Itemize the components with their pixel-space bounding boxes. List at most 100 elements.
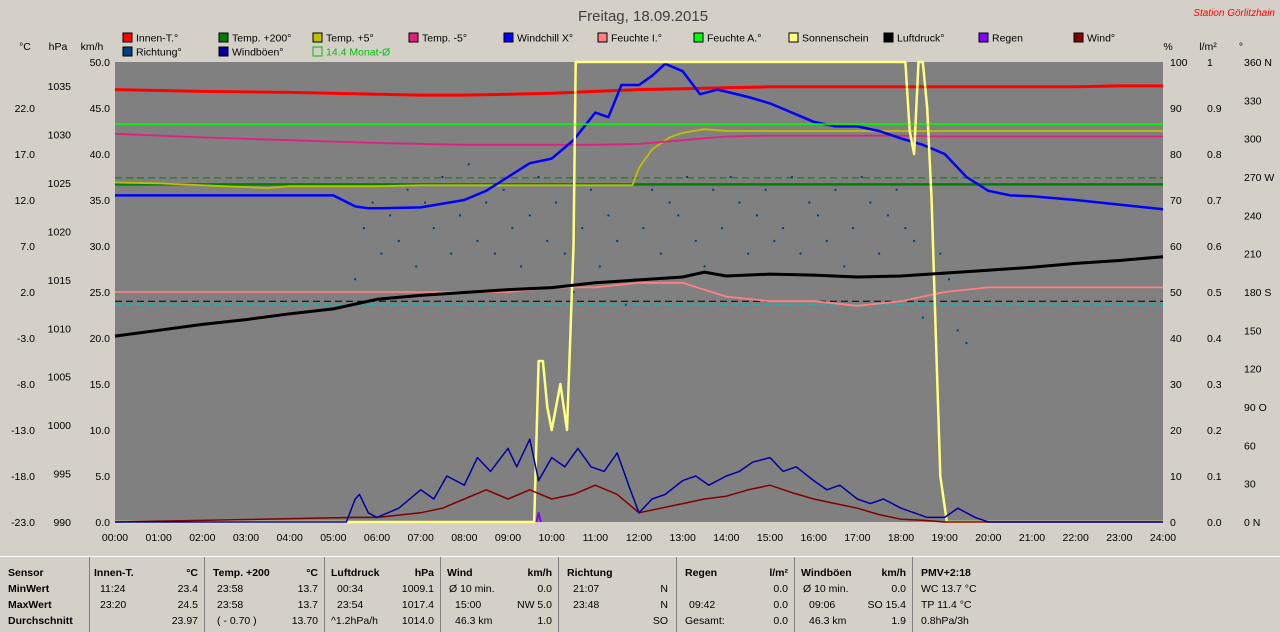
legend-label: Richtung°	[136, 47, 182, 59]
legend-label: Temp. +5°	[326, 33, 374, 45]
tick-label-direction: 210	[1244, 249, 1262, 261]
tick-label-time: 15:00	[757, 532, 783, 544]
direction-point	[712, 188, 715, 191]
direction-point	[668, 201, 671, 204]
direction-point	[703, 265, 706, 268]
direction-point	[371, 201, 374, 204]
tick-label-direction: 360 N	[1244, 57, 1272, 69]
legend-label: Feuchte A.°	[707, 33, 761, 45]
direction-point	[886, 214, 889, 217]
direction-point	[755, 214, 758, 217]
tick-label-direction: 30	[1244, 479, 1256, 491]
direction-point	[397, 239, 400, 242]
tick-label-temp: -8.0	[17, 379, 35, 391]
tick-label-direction: 180 S	[1244, 287, 1271, 299]
stats-sensor-title: Sensor	[8, 567, 44, 579]
tick-label-humidity: 70	[1170, 195, 1182, 207]
legend-label: Regen	[992, 33, 1023, 45]
direction-point	[450, 252, 453, 255]
stats-innen-avg-value: 23.97	[171, 615, 198, 627]
series-line	[115, 60, 1163, 524]
tick-label-humidity: 100	[1170, 57, 1188, 69]
stats-innen-unit: °C	[186, 567, 198, 579]
stats-windboeen-min-time: Ø 10 min.	[803, 583, 849, 595]
tick-label-time: 19:00	[932, 532, 958, 544]
tick-label-time: 07:00	[408, 532, 434, 544]
stats-temp200-title: Temp. +200	[213, 567, 270, 579]
tick-label-time: 16:00	[801, 532, 827, 544]
tick-label-time: 23:00	[1106, 532, 1132, 544]
tick-label-wind: 50.0	[90, 57, 111, 69]
direction-point	[520, 265, 523, 268]
legend-swatch	[597, 32, 608, 43]
stats-temp200-min-time: 23:58	[217, 583, 244, 595]
direction-point	[659, 252, 662, 255]
stats-innen: Innen-T. °C 11:24 23.4 23:20 24.5 23.97	[90, 557, 205, 632]
direction-point	[843, 265, 846, 268]
direction-point	[834, 188, 837, 191]
tick-label-pressure: 1020	[48, 226, 72, 238]
stats-windboeen: Windböen km/h Ø 10 min. 0.0 09:06 SO 15.4 4…	[795, 557, 913, 632]
stats-luftdruck-unit: hPa	[414, 567, 434, 579]
tick-label-temp: -3.0	[17, 333, 35, 345]
tick-label-direction: 90 O	[1244, 402, 1267, 414]
legend-swatch	[312, 46, 323, 57]
tick-label-temp: 12.0	[15, 195, 36, 207]
tick-label-wind: 10.0	[90, 425, 111, 437]
direction-point	[476, 239, 479, 242]
tick-label-pressure: 1010	[48, 323, 72, 335]
stats-wind-distance: 46.3 km	[455, 615, 493, 627]
direction-point	[493, 252, 496, 255]
direction-point	[904, 227, 907, 230]
direction-point	[467, 163, 470, 166]
stats-pmv-windchill: WC 13.7 °C	[921, 583, 977, 595]
legend-swatch	[693, 32, 704, 43]
stats-regen: Regen l/m² 0.0 09:42 0.0 Gesamt: 0.0	[677, 557, 795, 632]
tick-label-time: 02:00	[189, 532, 215, 544]
stats-innen-max-value: 24.5	[177, 599, 198, 611]
tick-label-pressure: 1030	[48, 130, 72, 142]
stats-wind: Wind km/h Ø 10 min. 0.0 15:00 NW 5.0 46.3 k…	[441, 557, 559, 632]
stats-luftdruck: Luftdruck hPa 00:34 1009.1 23:54 1017.4 ^1.…	[325, 557, 441, 632]
legend-label: Feuchte I.°	[611, 33, 662, 45]
tick-label-time: 08:00	[451, 532, 477, 544]
tick-label-time: 13:00	[670, 532, 696, 544]
tick-label-time: 09:00	[495, 532, 521, 544]
direction-point	[389, 214, 392, 217]
tick-label-time: 22:00	[1063, 532, 1089, 544]
stats-temp200-max-time: 23:58	[217, 599, 244, 611]
stats-regen-total-label: Gesamt:	[685, 615, 725, 627]
chart-title: Freitag, 18.09.2015	[578, 8, 708, 25]
tick-label-pressure: 1005	[48, 372, 72, 384]
stats-innen-min-value: 23.4	[177, 583, 198, 595]
stats-wind-unit: km/h	[527, 567, 552, 579]
tick-label-wind: 35.0	[90, 195, 111, 207]
tick-label-direction: 60	[1244, 440, 1256, 452]
series-line	[114, 132, 1163, 146]
tick-label-pressure: 1035	[48, 81, 72, 93]
direction-point	[581, 227, 584, 230]
tick-label-rain: 0.6	[1207, 241, 1222, 253]
stats-wind-title: Wind	[447, 567, 473, 579]
stats-windboeen-title: Windböen	[801, 567, 852, 579]
stats-temp200-unit: °C	[306, 567, 318, 579]
tick-label-rain: 0.1	[1207, 471, 1222, 483]
tick-label-direction: 300	[1244, 134, 1262, 146]
tick-label-rain: 0.2	[1207, 425, 1222, 437]
legend-swatch	[122, 46, 133, 57]
direction-point	[747, 252, 750, 255]
legend-swatch	[122, 32, 133, 43]
tick-label-time: 20:00	[975, 532, 1001, 544]
direction-point	[764, 188, 767, 191]
stats-regen-min-value: 0.0	[773, 583, 788, 595]
axis-unit-rain: l/m²	[1199, 41, 1217, 53]
tick-label-humidity: 30	[1170, 379, 1182, 391]
tick-label-temp: -18.0	[11, 471, 35, 483]
direction-point	[913, 239, 916, 242]
series-line	[114, 484, 1163, 523]
stats-windboeen-max-time: 09:06	[809, 599, 836, 611]
direction-point	[939, 252, 942, 255]
tick-label-time: 06:00	[364, 532, 390, 544]
direction-point	[485, 201, 488, 204]
direction-point	[860, 176, 863, 178]
